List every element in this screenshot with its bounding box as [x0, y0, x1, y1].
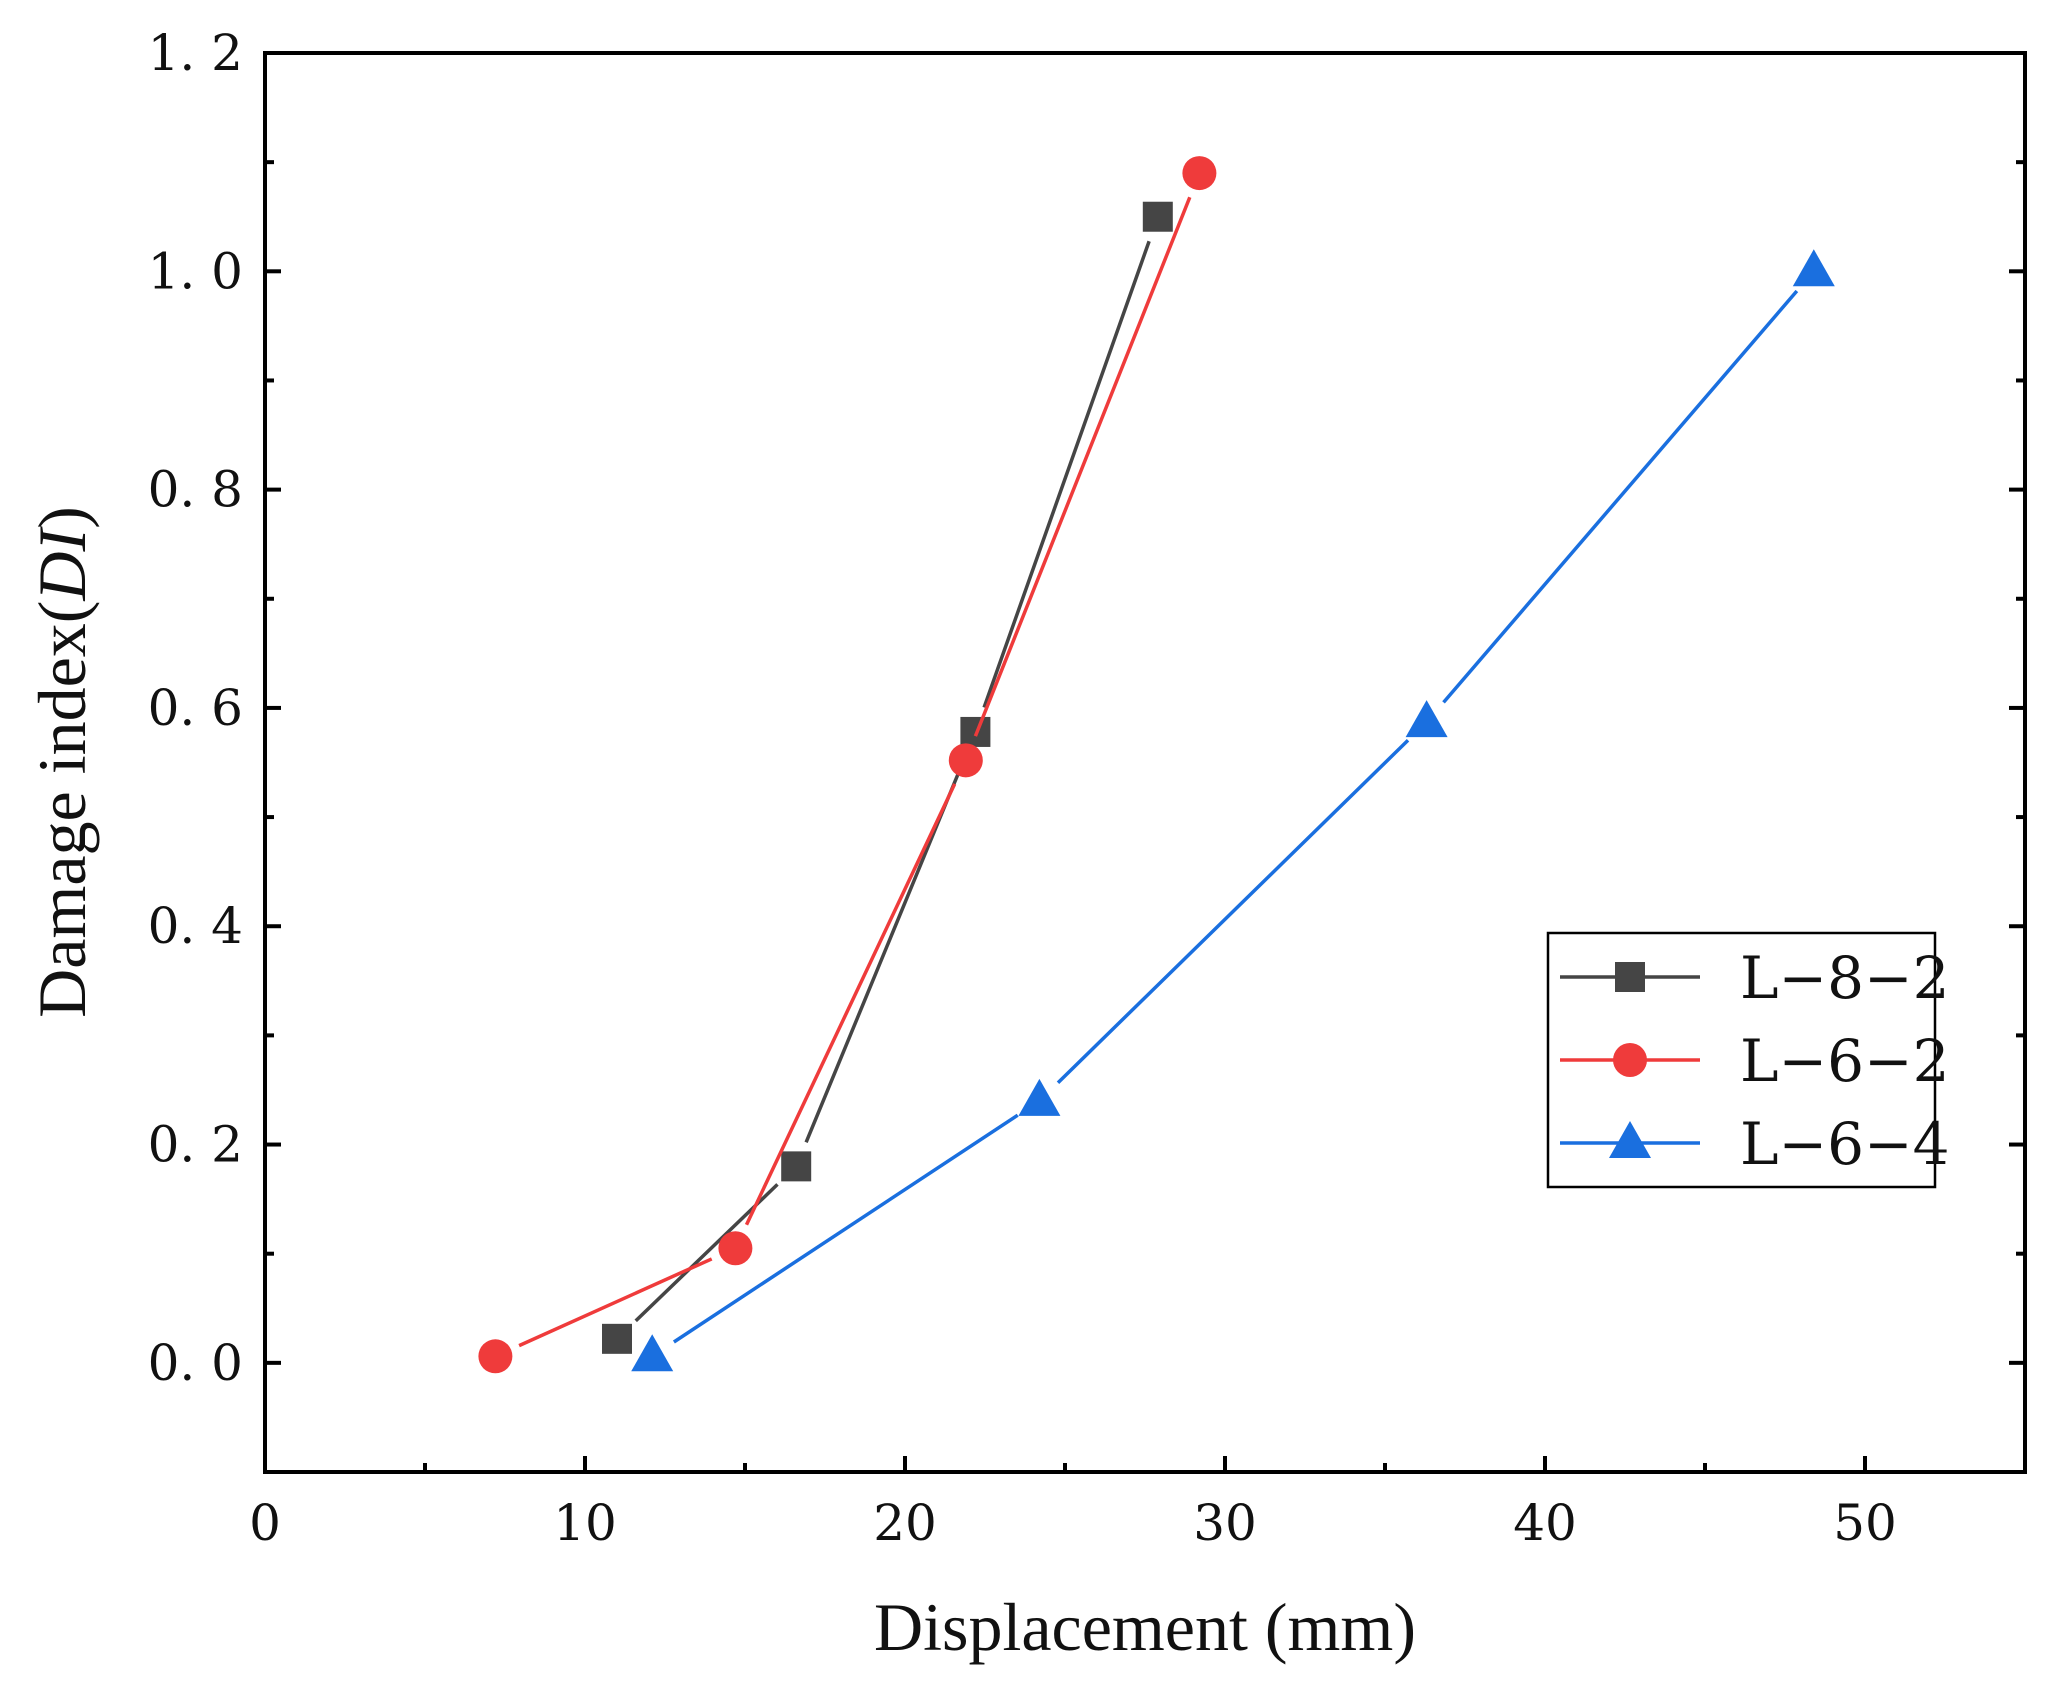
x-tick-labels: 0 10 20 30 40 50	[249, 1494, 1897, 1552]
y-axis-title-prefix: Damage index(	[24, 601, 100, 1018]
x-tick-label: 50	[1833, 1494, 1897, 1552]
legend-item-L-6-2: L−6−2	[1560, 1027, 1950, 1095]
square-marker	[781, 1151, 812, 1182]
series-line-segment	[672, 1113, 1019, 1344]
x-tick-label: 10	[553, 1494, 617, 1552]
x-tick-label: 30	[1193, 1494, 1257, 1552]
series-L-6-2	[478, 156, 1217, 1374]
legend-label: L−6−2	[1740, 1027, 1950, 1095]
axis-ticks	[263, 51, 2027, 1472]
x-axis-title: Displacement (mm)	[874, 1589, 1416, 1665]
legend-label: L−8−2	[1740, 944, 1950, 1012]
series-layer	[478, 156, 1835, 1374]
series-line-segment	[744, 783, 957, 1226]
triangle-marker	[1405, 700, 1448, 738]
legend-item-L-6-4: L−6−4	[1560, 1110, 1950, 1178]
y-tick-label: 1. 2	[148, 24, 243, 82]
triangle-marker	[1609, 1121, 1651, 1158]
square-marker	[602, 1323, 632, 1354]
series-line-segment	[518, 1257, 713, 1348]
y-tick-label: 1. 0	[148, 242, 243, 300]
circle-marker	[948, 743, 983, 778]
y-tick-label: 0. 4	[148, 897, 243, 955]
series-L-8-2	[602, 201, 1173, 1354]
series-line-segment	[1056, 739, 1410, 1084]
y-axis-title: Damage index(DI)	[24, 506, 100, 1018]
triangle-marker	[1018, 1078, 1061, 1116]
series-L-6-4	[631, 249, 1835, 1372]
x-tick-label: 0	[249, 1494, 281, 1552]
legend: L−8−2 L−6−2 L−6−4	[1546, 931, 1950, 1189]
plot-frame	[263, 51, 2027, 1474]
y-axis-title-italic: DI	[24, 525, 100, 601]
triangle-marker	[1792, 249, 1835, 287]
y-axis-title-suffix: )	[24, 506, 100, 529]
circle-marker	[478, 1339, 513, 1374]
y-tick-label: 0. 2	[148, 1116, 243, 1174]
legend-item-L-8-2: L−8−2	[1560, 944, 1950, 1012]
x-tick-label: 20	[873, 1494, 937, 1552]
legend-label: L−6−4	[1740, 1110, 1950, 1178]
square-marker	[1142, 201, 1173, 232]
circle-marker	[1613, 1043, 1647, 1077]
square-marker	[1615, 962, 1645, 992]
y-tick-label: 0. 8	[148, 461, 243, 519]
circle-marker	[1182, 156, 1217, 191]
series-line-segment	[982, 240, 1151, 709]
series-line-segment	[973, 196, 1192, 737]
circle-marker	[718, 1231, 753, 1266]
y-tick-label: 0. 6	[148, 679, 243, 737]
y-tick-label: 0. 0	[148, 1334, 243, 1392]
series-line-segment	[1442, 289, 1799, 704]
y-tick-labels: 0. 0 0. 2 0. 4 0. 6 0. 8 1. 0 1. 2	[148, 24, 243, 1392]
x-tick-label: 40	[1513, 1494, 1577, 1552]
triangle-marker	[631, 1334, 674, 1372]
